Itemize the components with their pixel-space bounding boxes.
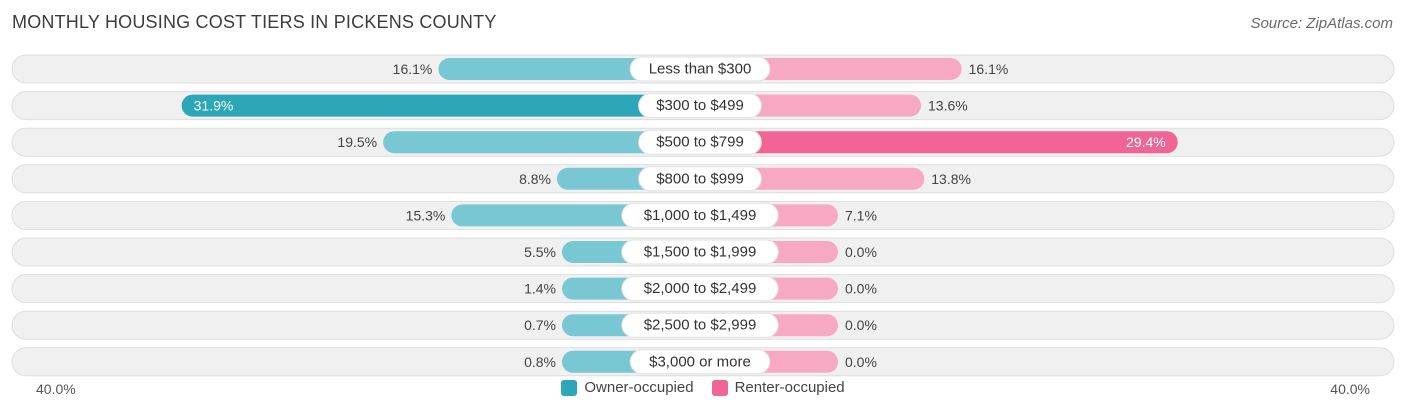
axis-left-label: 40.0% [36, 381, 76, 397]
owner-value-label: 0.7% [524, 317, 556, 333]
legend-renter-label: Renter-occupied [734, 379, 845, 396]
legend: Owner-occupied Renter-occupied [0, 379, 1406, 396]
diverging-bar-chart: 16.1% 16.1% Less than $300 31.9% 13.6% $300 t… [11, 54, 1395, 377]
axis-right-label: 40.0% [1330, 381, 1370, 397]
legend-item-renter: Renter-occupied [711, 379, 845, 396]
category-label: $3,000 or more [649, 353, 751, 370]
renter-value-label: 13.6% [928, 98, 968, 114]
category-pill [621, 202, 779, 228]
category-label: $1,000 to $1,499 [644, 207, 757, 224]
category-label: $2,000 to $2,499 [644, 280, 757, 297]
owner-bar [383, 131, 700, 154]
owner-value-label: 0.8% [524, 354, 556, 370]
owner-value-label: 31.9% [194, 98, 234, 114]
category-pill [638, 166, 762, 192]
category-label: $2,500 to $2,999 [644, 317, 757, 334]
owner-value-label: 19.5% [337, 134, 377, 150]
renter-value-label: 0.0% [845, 354, 877, 370]
owner-value-label: 5.5% [524, 244, 556, 260]
category-pill [621, 239, 779, 265]
category-label: $500 to $799 [656, 134, 744, 151]
renter-value-label: 7.1% [845, 207, 877, 223]
renter-value-label: 13.8% [931, 171, 971, 187]
renter-value-label: 0.0% [845, 317, 877, 333]
category-pill [629, 56, 771, 82]
renter-value-label: 29.4% [1126, 134, 1166, 150]
legend-owner-label: Owner-occupied [584, 379, 694, 396]
renter-value-label: 0.0% [845, 244, 877, 260]
renter-value-label: 16.1% [969, 61, 1009, 77]
category-pill [638, 129, 762, 155]
owner-value-label: 1.4% [524, 281, 556, 297]
renter-swatch [711, 379, 728, 396]
owner-value-label: 16.1% [393, 61, 433, 77]
legend-item-owner: Owner-occupied [561, 379, 694, 396]
category-pill [621, 312, 779, 338]
category-pill [621, 276, 779, 302]
owner-value-label: 8.8% [519, 171, 551, 187]
owner-value-label: 15.3% [406, 207, 446, 223]
category-label: $300 to $499 [656, 97, 744, 114]
owner-swatch [561, 379, 578, 396]
owner-bar [181, 94, 700, 117]
category-label: $1,500 to $1,999 [644, 244, 757, 261]
category-label: $800 to $999 [656, 170, 744, 187]
source-label: Source: ZipAtlas.com [1250, 15, 1393, 32]
chart-title: MONTHLY HOUSING COST TIERS IN PICKENS CO… [12, 12, 497, 32]
category-pill [629, 349, 771, 375]
category-label: Less than $300 [649, 61, 752, 78]
category-pill [638, 93, 762, 119]
renter-bar [700, 131, 1178, 154]
renter-value-label: 0.0% [845, 281, 877, 297]
